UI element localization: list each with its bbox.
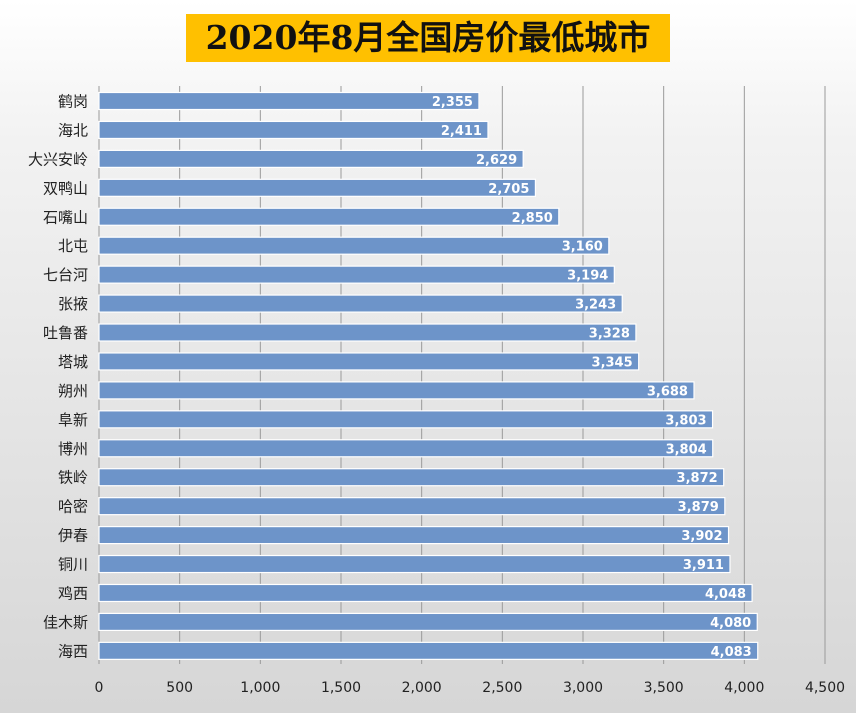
data-label: 3,872 [677,471,718,486]
category-label: 铁岭 [58,469,88,487]
category-label: 海北 [58,121,88,139]
x-tick-label: 1,000 [240,680,280,696]
bar [98,149,524,168]
category-label: 吐鲁番 [43,324,88,342]
x-tick-label: 4,000 [724,680,764,696]
bar [98,583,753,603]
category-label: 海西 [58,642,88,660]
category-label: 佳木斯 [43,613,88,631]
bar [98,265,615,284]
category-label: 鹤岗 [58,93,88,111]
category-label: 大兴安岭 [28,150,88,168]
bar [98,120,489,140]
bar [98,352,640,371]
category-label: 伊春 [58,527,88,545]
category-label: 石嘴山 [43,208,88,226]
category-label: 塔城 [58,353,88,371]
x-tick-label: 1,500 [321,680,361,696]
data-label: 3,902 [681,529,722,544]
category-label: 张掖 [58,295,88,313]
category-label: 北屯 [58,237,88,255]
category-label: 鸡西 [58,584,88,602]
bar [98,178,537,197]
data-label: 3,688 [647,384,688,399]
x-tick-label: 3,000 [563,680,603,696]
x-tick-label: 0 [95,680,104,696]
data-label: 3,243 [575,298,616,313]
x-tick-label: 4,500 [805,680,845,696]
category-label: 哈密 [58,498,88,516]
data-label: 2,355 [432,95,473,110]
bar [98,410,714,429]
data-label: 4,048 [705,587,746,602]
chart-title: 2020年8月全国房价最低城市 [186,14,670,62]
category-label: 朔州 [58,382,88,400]
data-label: 3,328 [589,327,630,342]
data-label: 3,803 [665,413,706,428]
category-label: 双鸭山 [43,179,88,197]
category-label: 阜新 [58,411,88,429]
data-label: 3,345 [592,355,633,370]
data-label: 3,194 [567,269,608,284]
category-label: 博州 [58,440,88,458]
data-label: 4,080 [710,616,751,631]
data-label: 2,850 [512,211,553,226]
data-label: 3,911 [683,558,724,573]
bar [98,207,560,226]
bar [98,294,623,313]
data-label: 3,804 [666,442,707,457]
bar [98,439,714,458]
bar [98,641,759,660]
bar [98,236,610,255]
category-label: 铜川 [58,556,88,574]
bar [98,612,758,632]
bar [98,323,637,342]
x-tick-label: 2,000 [402,680,442,696]
bar [98,497,726,516]
data-label: 2,411 [441,124,482,139]
x-tick-label: 500 [166,680,193,696]
data-label: 2,629 [476,153,517,168]
bar [98,381,695,400]
data-label: 3,879 [678,500,719,515]
x-tick-label: 2,500 [482,680,522,696]
data-label: 2,705 [488,182,529,197]
bar [98,554,731,574]
bar [98,525,730,545]
bar [98,468,725,487]
x-tick-label: 3,500 [644,680,684,696]
bar [98,91,480,111]
data-label: 4,083 [711,645,752,660]
data-label: 3,160 [562,240,603,255]
category-label: 七台河 [43,266,88,284]
